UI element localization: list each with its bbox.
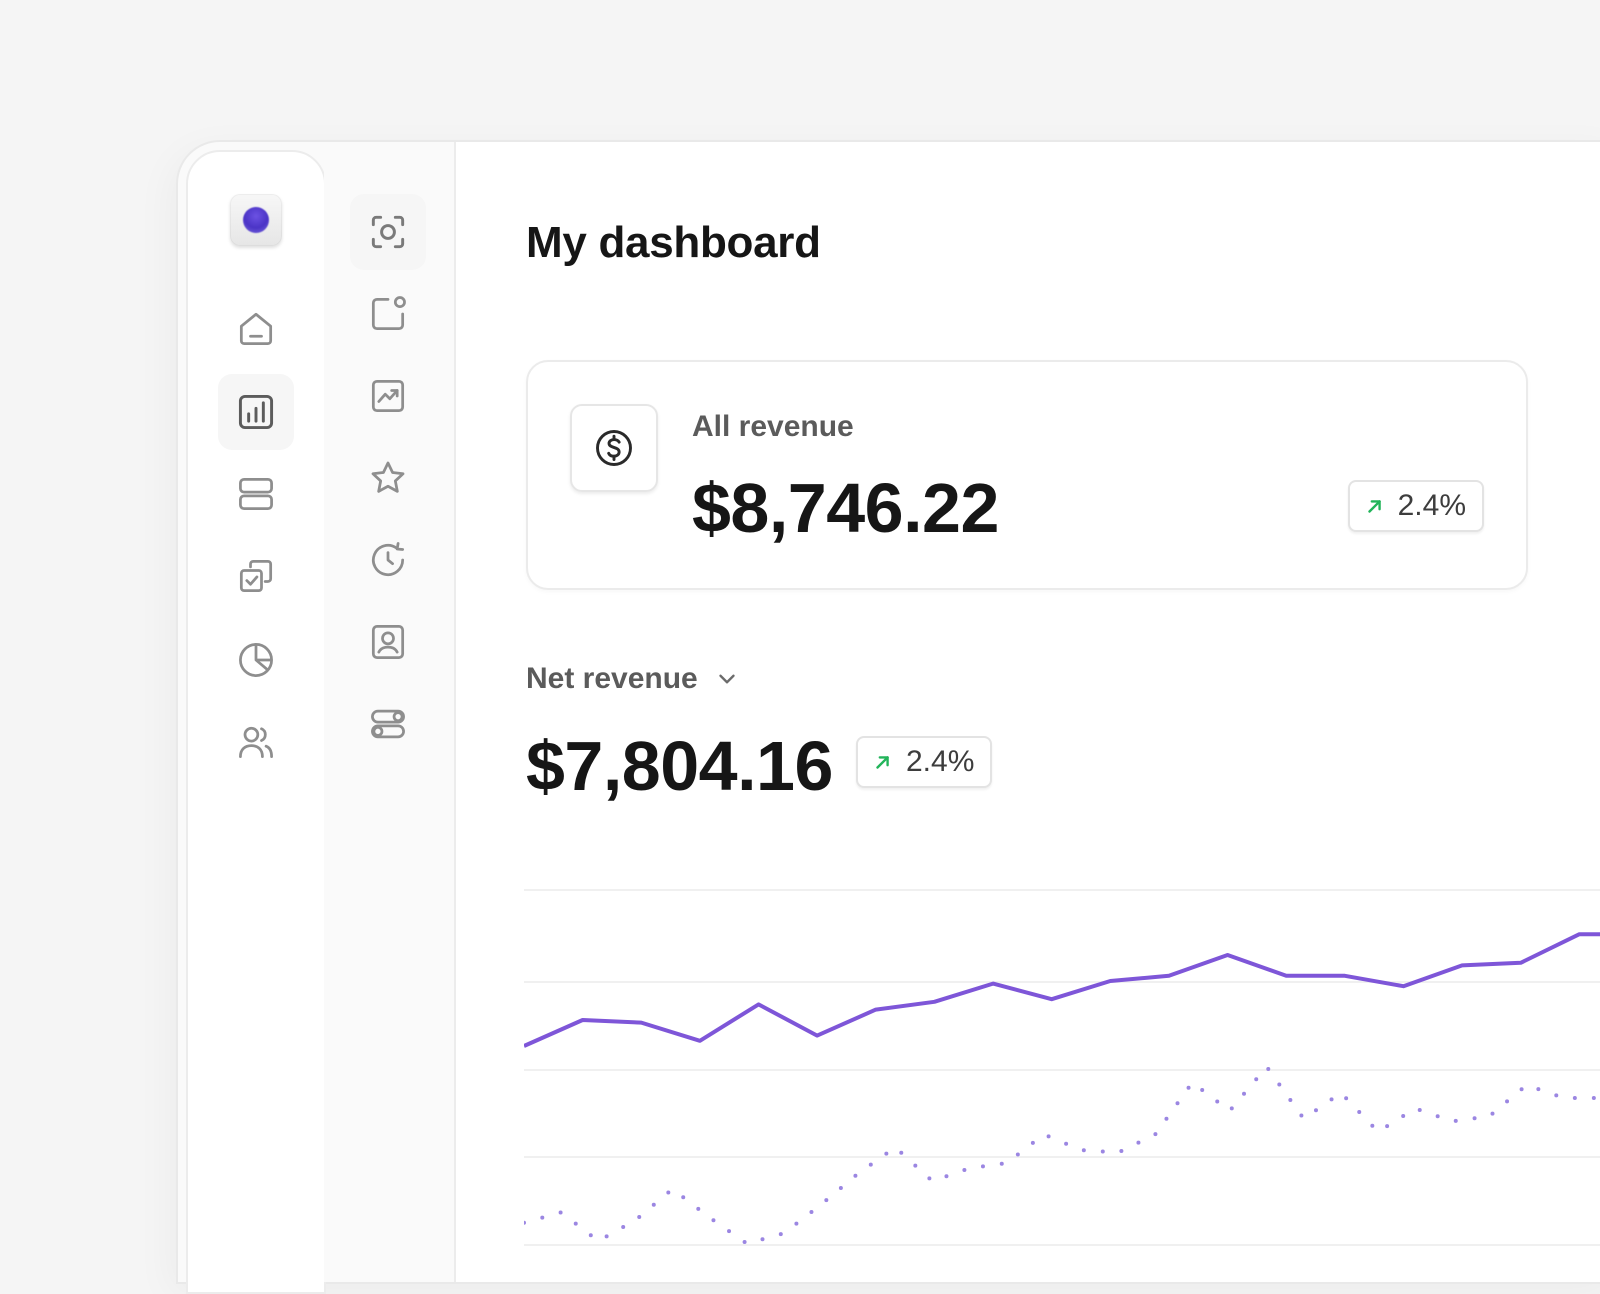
all-revenue-change-badge: 2.4% [1347,480,1484,532]
dashboard-main: My dashboard All revenue $8,746.22 2.4% … [456,142,1600,1282]
all-revenue-value: $8,746.22 [692,469,999,547]
dollar-circle-icon [596,430,632,466]
subnav-settings[interactable] [350,686,426,762]
scan-icon [371,215,405,249]
nav-layers[interactable] [218,456,294,532]
all-revenue-card[interactable]: All revenue $8,746.22 2.4% [526,360,1528,590]
app-window: My dashboard All revenue $8,746.22 2.4% … [176,140,1600,1294]
nav-analytics[interactable] [218,622,294,698]
home-icon [239,312,273,345]
check-squares-icon [239,559,273,593]
page-title: My dashboard [526,218,821,267]
pie-chart-icon [239,643,273,677]
all-revenue-label: All revenue [692,410,854,443]
net-revenue-change-badge: 2.4% [856,736,993,788]
metric-dropdown-label: Net revenue [526,662,698,695]
net-revenue-value: $7,804.16 [526,727,833,805]
clock-refresh-icon [371,542,405,577]
nav-home[interactable] [218,290,294,366]
toggles-icon [371,709,405,739]
primary-nav-rail [186,150,326,1294]
subnav-favorites[interactable] [350,440,426,516]
arrow-up-right-icon [876,756,889,769]
users-icon [239,726,273,759]
star-icon [371,461,405,493]
subnav-media[interactable] [350,358,426,434]
nav-tasks[interactable] [218,538,294,614]
secondary-nav-rail [324,142,456,1282]
nav-users[interactable] [218,704,294,780]
subnav-notifications[interactable] [350,276,426,352]
layers-icon [239,477,273,511]
bar-chart-icon [238,394,274,430]
all-revenue-change-value: 2.4% [1397,489,1466,522]
subnav-contacts[interactable] [350,604,426,680]
app-logo[interactable] [230,194,282,246]
net-revenue-change-value: 2.4% [906,745,975,778]
chart-series-line-1 [524,932,1600,1048]
chevron-down-icon [719,674,735,684]
arrow-up-right-icon [1367,500,1381,513]
nav-reports[interactable] [218,374,294,450]
image-chart-icon [371,379,405,413]
logo-orb-icon [243,207,269,233]
revenue-icon-tile [570,404,658,492]
net-revenue-chart[interactable] [524,862,1600,1282]
subnav-history[interactable] [350,522,426,598]
user-square-icon [371,625,405,659]
notification-square-icon [371,296,406,331]
metric-dropdown[interactable]: Net revenue [526,662,740,696]
chart-series-line-2 [524,1063,1600,1246]
subnav-scan[interactable] [350,194,426,270]
